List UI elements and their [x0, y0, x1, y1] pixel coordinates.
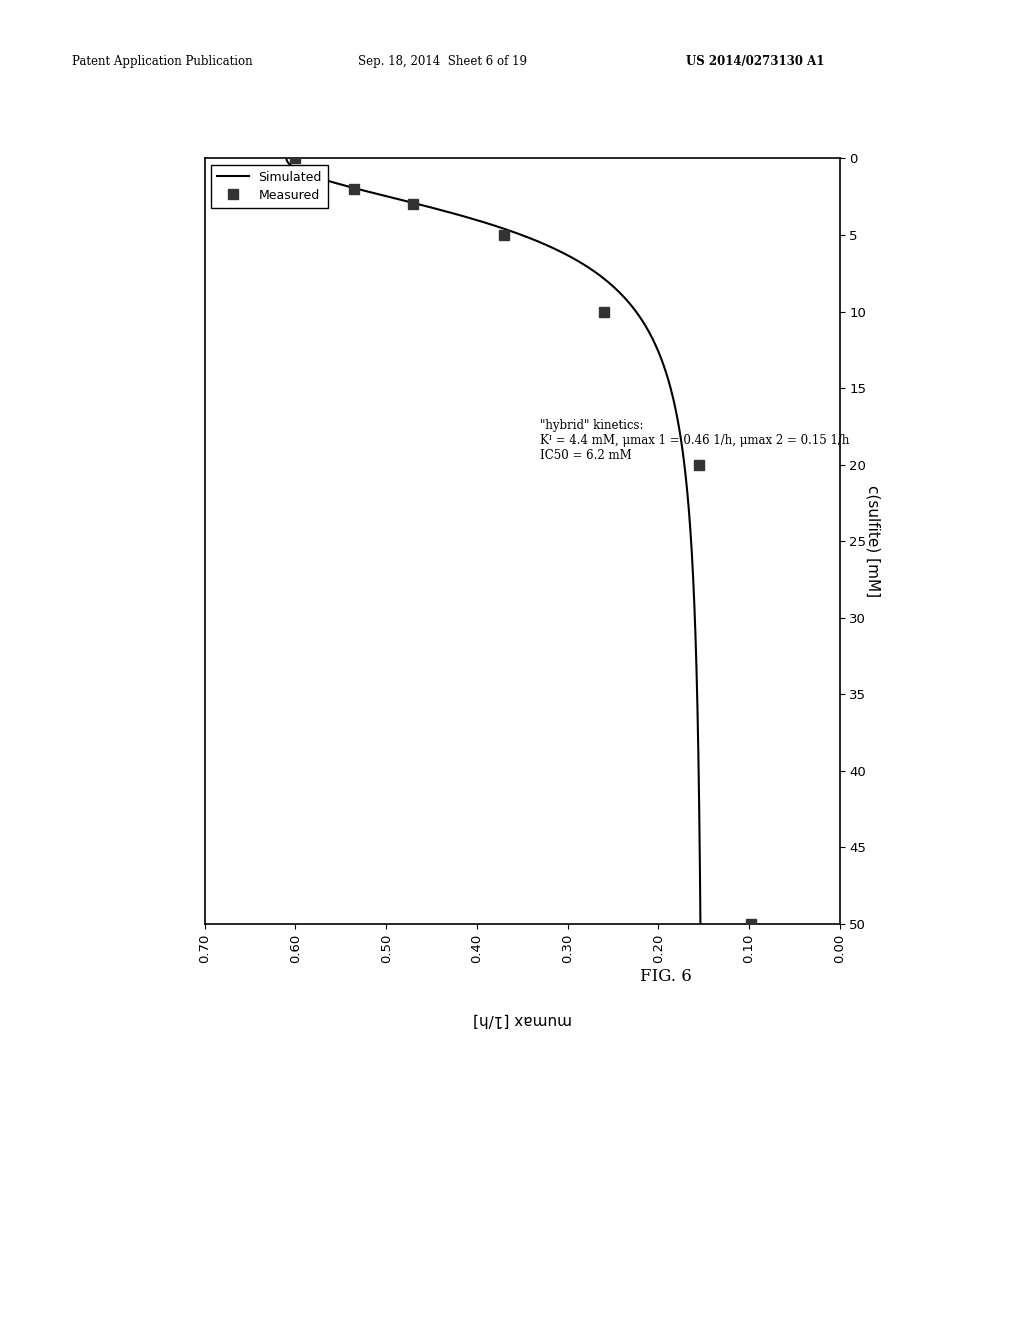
Measured	[693, 457, 706, 473]
Text: Sep. 18, 2014  Sheet 6 of 19: Sep. 18, 2014 Sheet 6 of 19	[358, 55, 527, 69]
Measured	[744, 916, 757, 932]
Text: Patent Application Publication: Patent Application Publication	[72, 55, 252, 69]
Measured	[598, 304, 610, 319]
Text: FIG. 6: FIG. 6	[640, 969, 691, 985]
Simulated	[692, 747, 705, 763]
Measured	[348, 181, 360, 197]
Simulated	[694, 916, 707, 932]
Measured	[290, 150, 302, 166]
Simulated	[691, 676, 703, 692]
X-axis label: mumax [1/h]: mumax [1/h]	[473, 1011, 571, 1027]
Y-axis label: c(sulfite) [mM]: c(sulfite) [mM]	[865, 486, 881, 597]
Text: US 2014/0273130 A1: US 2014/0273130 A1	[686, 55, 824, 69]
Text: "hybrid" kinetics:
Kᴵ = 4.4 mM, μmax 1 = 0.46 1/h, μmax 2 = 0.15 1/h
IC50 = 6.2 : "hybrid" kinetics: Kᴵ = 4.4 mM, μmax 1 =…	[541, 418, 850, 462]
Simulated	[519, 228, 531, 244]
Simulated	[679, 461, 691, 477]
Simulated	[692, 762, 705, 777]
Legend: Simulated, Measured: Simulated, Measured	[211, 165, 328, 209]
Measured	[498, 227, 510, 243]
Line: Simulated: Simulated	[287, 158, 700, 924]
Simulated	[281, 150, 293, 166]
Measured	[312, 166, 325, 182]
Measured	[408, 197, 420, 213]
Line: Measured: Measured	[291, 153, 756, 929]
Simulated	[682, 487, 694, 503]
